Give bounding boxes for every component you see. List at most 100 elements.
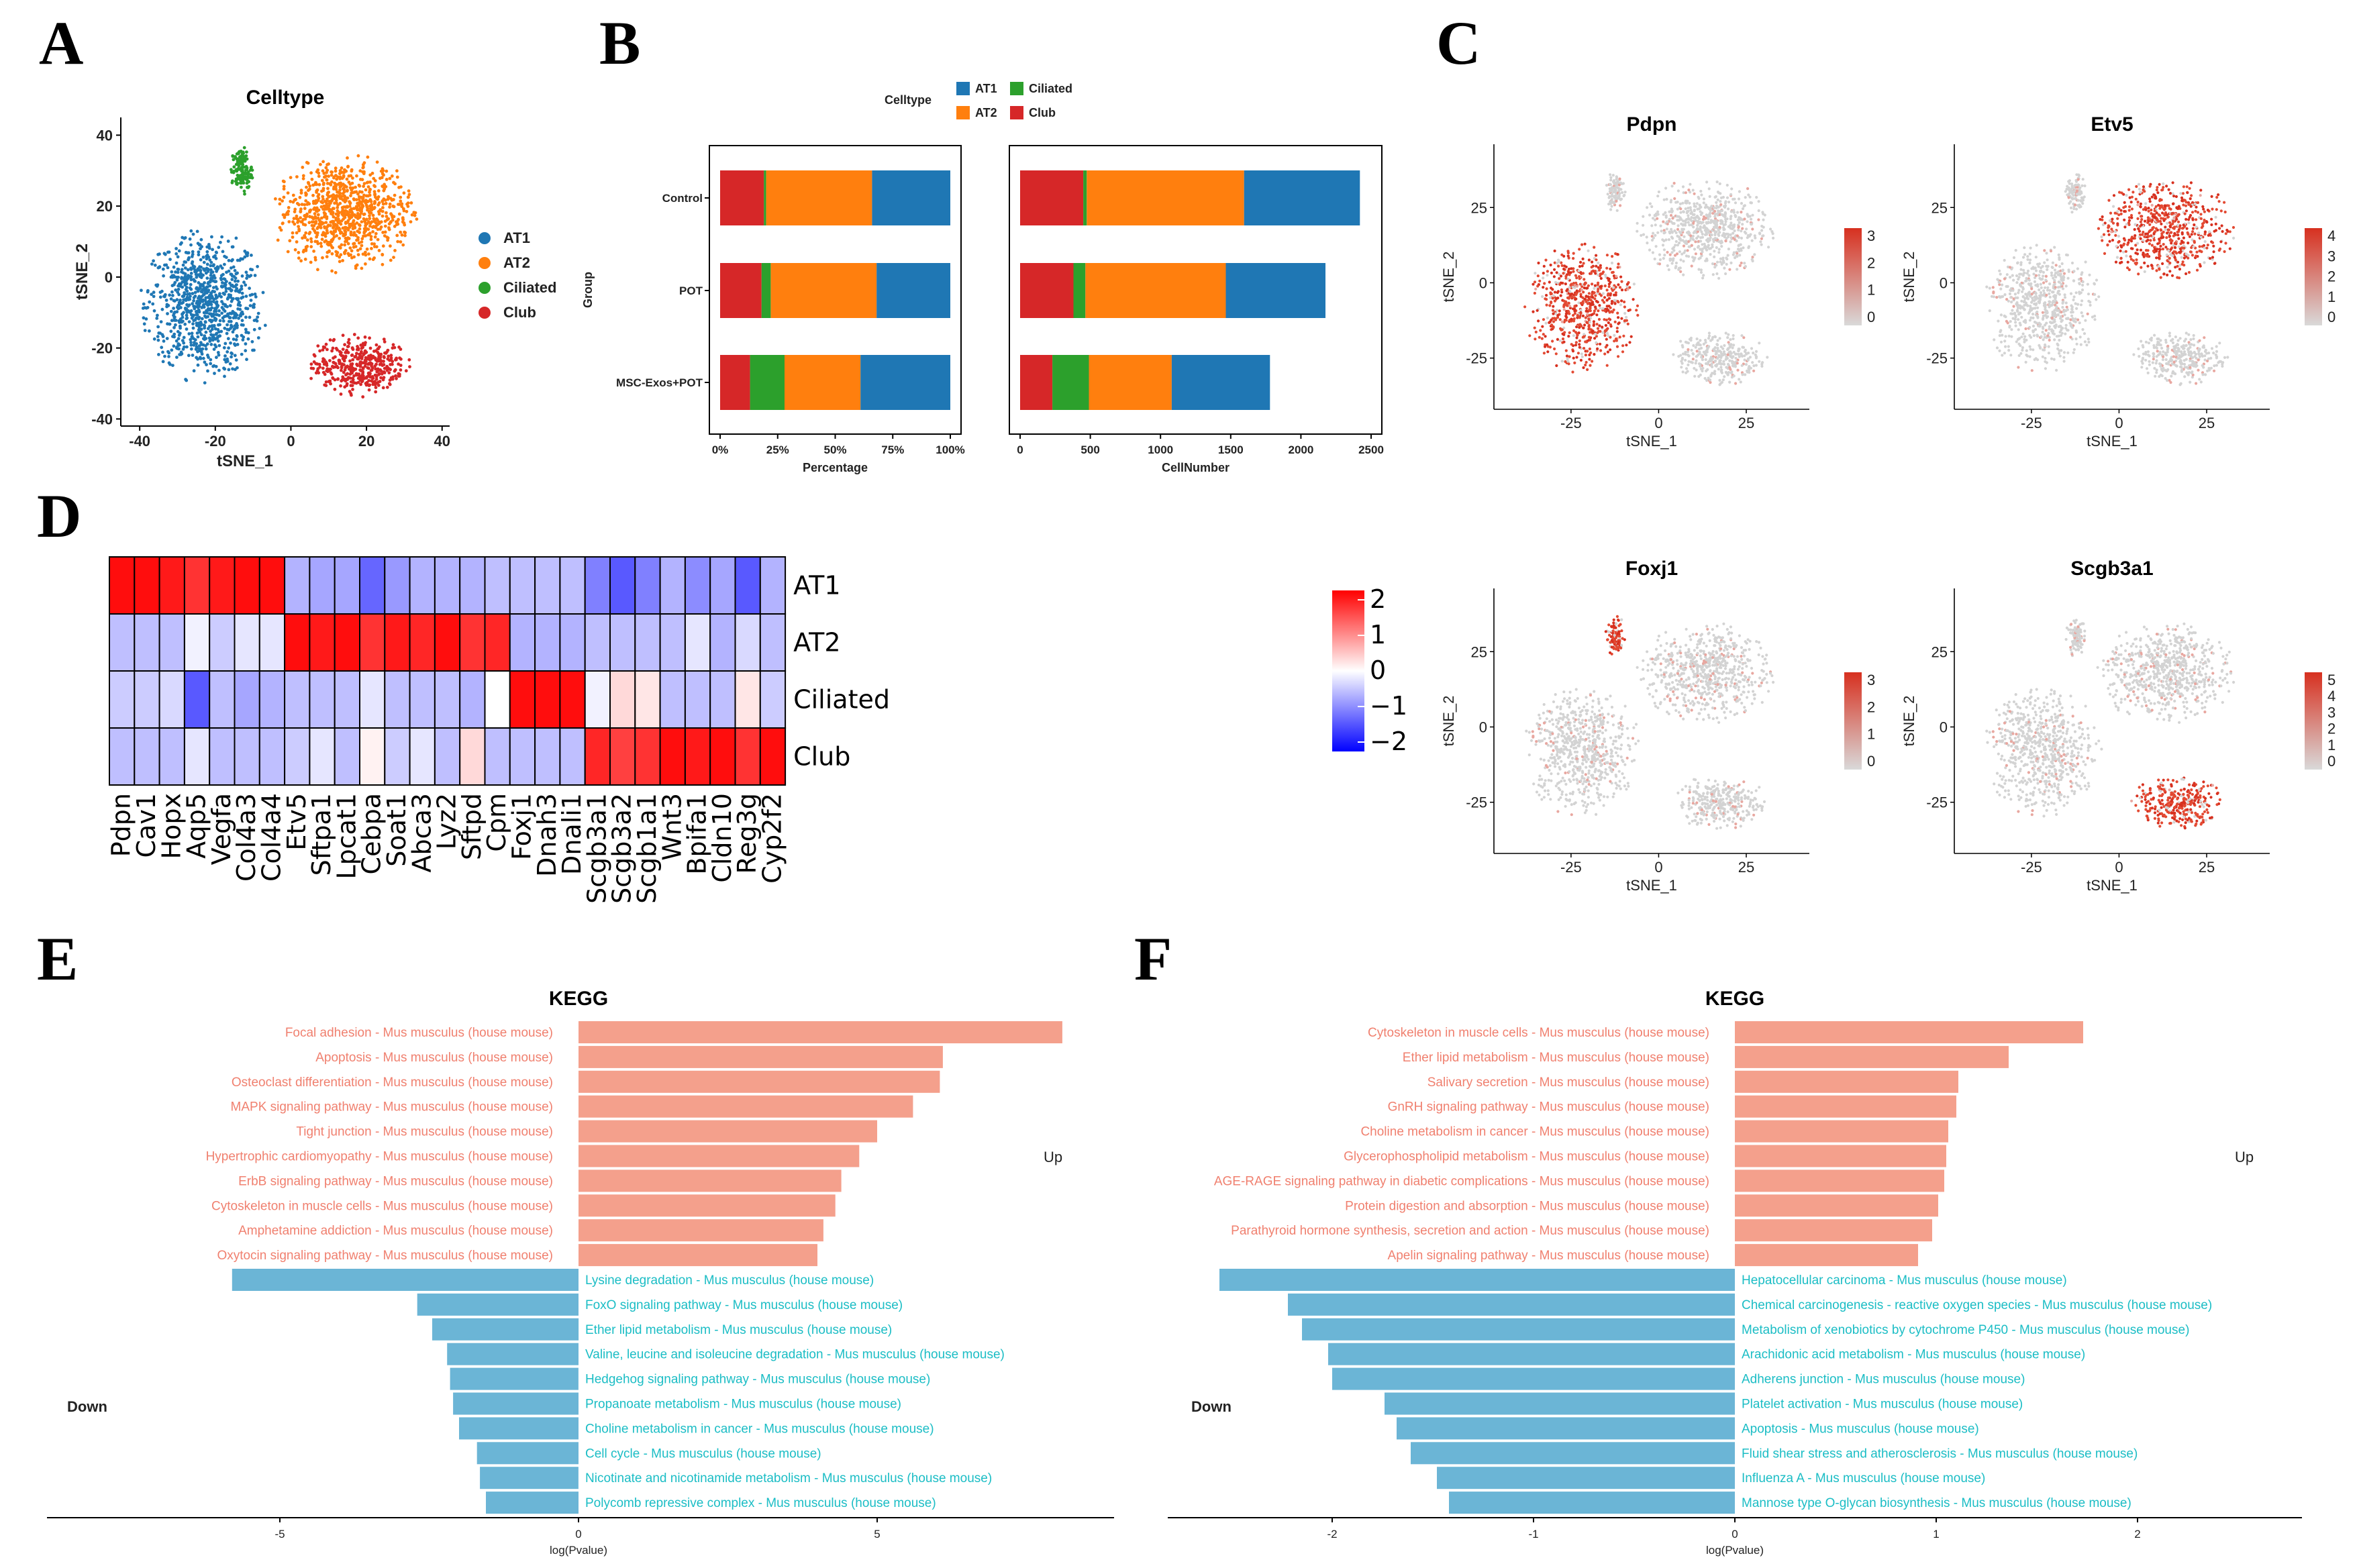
feature-point: [1682, 260, 1685, 263]
feature-point: [1685, 341, 1689, 344]
tsne-point: [325, 197, 329, 201]
tsne-point: [362, 182, 366, 185]
feature-point: [1752, 352, 1755, 355]
feature-point: [1689, 360, 1693, 364]
feature-point: [1701, 276, 1705, 280]
feature-point: [2053, 294, 2056, 297]
feature-point: [1758, 342, 1761, 345]
feature-point: [1591, 360, 1594, 363]
tsne-point: [358, 223, 362, 227]
feature-point: [1651, 251, 1654, 254]
tsne-point: [393, 193, 397, 197]
feature-point: [2193, 232, 2197, 236]
feature-point: [1596, 283, 1599, 286]
tsne-point: [360, 351, 363, 355]
tsne-point: [207, 301, 211, 305]
feature-point: [1622, 334, 1625, 337]
feature-point: [1729, 261, 1733, 264]
x-axis-label: CellNumber: [1162, 461, 1229, 474]
tsne-point: [201, 288, 205, 291]
tsne-point: [303, 217, 307, 221]
feature-point: [2034, 256, 2038, 259]
feature-point: [1738, 190, 1741, 193]
tsne-point: [334, 169, 338, 173]
tsne-point: [199, 268, 203, 272]
feature-point: [2064, 301, 2068, 305]
feature-point: [2029, 305, 2032, 308]
feature-point: [1702, 342, 1705, 346]
feature-point: [2044, 356, 2047, 360]
tsne-point: [165, 337, 169, 340]
tsne-point: [236, 323, 239, 327]
tsne-point: [330, 252, 334, 256]
tsne-point: [361, 395, 365, 399]
tsne-point: [313, 212, 317, 215]
tsne-point: [388, 205, 391, 209]
tsne-point: [357, 372, 361, 376]
feature-point: [1545, 294, 1548, 297]
tsne-point: [191, 322, 195, 326]
tsne-point: [182, 294, 185, 298]
tsne-point: [246, 337, 250, 341]
feature-point: [1572, 267, 1575, 270]
legend-swatch: [1010, 106, 1023, 119]
tsne-point: [317, 371, 321, 375]
feature-point: [1701, 232, 1704, 236]
feature-point: [1685, 254, 1689, 258]
tsne-point: [316, 225, 320, 229]
colorbar: [1844, 228, 1862, 325]
feature-point: [1719, 203, 1723, 207]
tsne-point: [348, 359, 352, 363]
tsne-point: [195, 301, 199, 305]
tsne-point: [352, 207, 356, 211]
feature-point: [2060, 282, 2063, 286]
feature-point: [2036, 306, 2040, 309]
feature-point: [2041, 277, 2044, 280]
feature-point: [1596, 301, 1599, 304]
tsne-point: [278, 202, 282, 206]
feature-point: [2030, 369, 2034, 372]
feature-point: [1995, 346, 1999, 350]
feature-point: [1599, 276, 1603, 280]
tsne-point: [325, 255, 329, 258]
feature-point: [1618, 286, 1622, 289]
feature-point: [1704, 338, 1707, 342]
feature-point: [1762, 212, 1765, 215]
tsne-point: [356, 357, 360, 361]
tsne-point: [199, 238, 203, 242]
tsne-point: [336, 214, 340, 218]
feature-point: [2038, 346, 2042, 349]
tsne-point: [205, 309, 208, 313]
tsne-point: [198, 286, 202, 290]
tsne-point: [246, 307, 250, 311]
bar-segment-at2: [1089, 355, 1172, 410]
tsne-point: [337, 211, 340, 214]
feature-point: [1572, 334, 1575, 337]
feature-point: [1740, 229, 1743, 233]
tsne-point: [240, 319, 244, 323]
feature-point: [1572, 257, 1575, 260]
tsne-point: [305, 193, 308, 196]
feature-point: [1548, 280, 1551, 284]
tsne-point: [242, 146, 246, 150]
tsne-point: [350, 346, 354, 350]
tsne-point: [204, 344, 207, 348]
tsne-point: [352, 219, 356, 223]
tsne-point: [180, 320, 184, 324]
feature-point: [1597, 261, 1600, 264]
feature-point: [1615, 199, 1618, 203]
tsne-point: [193, 279, 197, 283]
feature-point: [2067, 270, 2070, 273]
tsne-point: [179, 350, 183, 354]
feature-point: [1599, 349, 1603, 352]
tsne-point: [213, 254, 217, 258]
tsne-point: [400, 233, 404, 237]
feature-point: [2046, 334, 2050, 337]
tsne-point: [370, 355, 374, 359]
feature-point: [1614, 194, 1617, 197]
feature-point: [1617, 195, 1621, 198]
tsne-point: [189, 272, 193, 275]
feature-point: [1697, 197, 1701, 200]
tsne-point: [395, 219, 399, 223]
feature-point: [1681, 346, 1685, 349]
